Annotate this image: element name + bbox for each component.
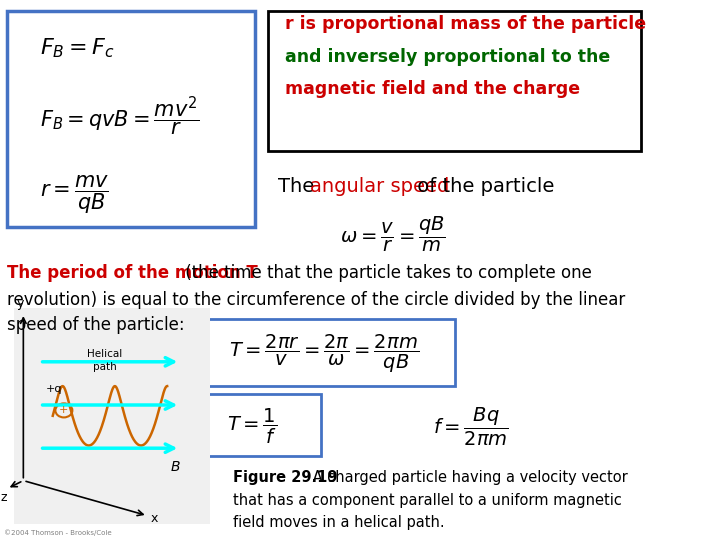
Text: speed of the particle:: speed of the particle:	[7, 316, 184, 334]
Text: r is proportional mass of the particle: r is proportional mass of the particle	[285, 15, 646, 33]
Text: field moves in a helical path.: field moves in a helical path.	[233, 515, 444, 530]
FancyBboxPatch shape	[193, 394, 321, 456]
Text: $F_B = qvB = \dfrac{mv^2}{r}$: $F_B = qvB = \dfrac{mv^2}{r}$	[40, 94, 199, 138]
Text: that has a component parallel to a uniform magnetic: that has a component parallel to a unifo…	[233, 493, 621, 508]
Text: $F_B = F_c$: $F_B = F_c$	[40, 37, 114, 60]
Text: ©2004 Thomson - Brooks/Cole: ©2004 Thomson - Brooks/Cole	[4, 529, 112, 536]
Text: $T = \dfrac{1}{f}$: $T = \dfrac{1}{f}$	[227, 407, 277, 446]
Text: Figure 29.19: Figure 29.19	[233, 470, 337, 485]
Text: (the time that the particle takes to complete one: (the time that the particle takes to com…	[180, 264, 592, 282]
Text: $r = \dfrac{mv}{qB}$: $r = \dfrac{mv}{qB}$	[40, 173, 109, 215]
Text: y: y	[17, 298, 24, 310]
Text: revolution) is equal to the circumference of the circle divided by the linear: revolution) is equal to the circumferenc…	[7, 291, 625, 309]
Text: and inversely proportional to the: and inversely proportional to the	[285, 48, 610, 66]
Text: $T = \dfrac{2\pi r}{v} = \dfrac{2\pi}{\omega} = \dfrac{2\pi m}{qB}$: $T = \dfrac{2\pi r}{v} = \dfrac{2\pi}{\o…	[229, 333, 419, 375]
Text: +: +	[59, 406, 68, 415]
Text: path: path	[93, 362, 117, 372]
Text: angular speed: angular speed	[310, 177, 449, 196]
FancyBboxPatch shape	[193, 319, 455, 386]
Text: x: x	[150, 512, 158, 525]
Text: magnetic field and the charge: magnetic field and the charge	[285, 80, 580, 98]
Text: Helical: Helical	[87, 349, 122, 359]
Text: $f = \dfrac{Bq}{2\pi m}$: $f = \dfrac{Bq}{2\pi m}$	[433, 406, 509, 448]
Text: $\omega = \dfrac{v}{r} = \dfrac{qB}{m}$: $\omega = \dfrac{v}{r} = \dfrac{qB}{m}$	[340, 215, 446, 254]
Text: A charged particle having a velocity vector: A charged particle having a velocity vec…	[307, 470, 627, 485]
Text: The: The	[279, 177, 321, 196]
FancyBboxPatch shape	[269, 11, 641, 151]
Text: B: B	[171, 460, 180, 474]
Text: z: z	[1, 491, 7, 504]
FancyBboxPatch shape	[7, 11, 256, 227]
Text: of the particle: of the particle	[411, 177, 554, 196]
Text: The period of the motion T: The period of the motion T	[7, 264, 258, 282]
Text: +q: +q	[46, 384, 63, 394]
FancyBboxPatch shape	[14, 308, 210, 524]
